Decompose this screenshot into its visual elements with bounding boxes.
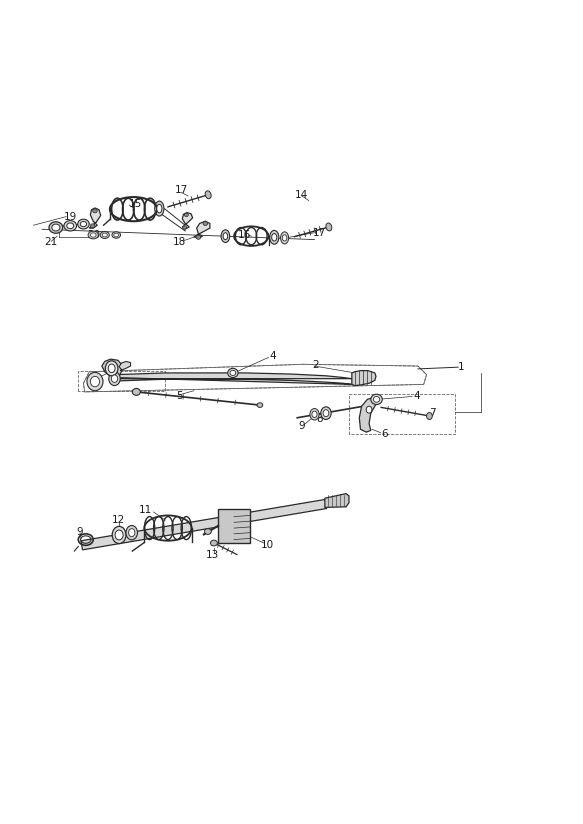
- Ellipse shape: [221, 230, 230, 242]
- Polygon shape: [113, 373, 352, 385]
- Ellipse shape: [282, 235, 287, 241]
- Text: 20: 20: [87, 230, 100, 240]
- Ellipse shape: [78, 219, 89, 229]
- Ellipse shape: [90, 377, 100, 386]
- Ellipse shape: [272, 233, 277, 241]
- Polygon shape: [352, 371, 376, 386]
- Ellipse shape: [88, 231, 99, 239]
- Ellipse shape: [64, 221, 76, 231]
- Text: 17: 17: [312, 227, 326, 237]
- Polygon shape: [102, 359, 122, 379]
- Ellipse shape: [90, 224, 95, 227]
- Ellipse shape: [106, 361, 118, 376]
- Text: 9: 9: [77, 527, 83, 536]
- Text: 16: 16: [238, 230, 251, 240]
- Text: 4: 4: [270, 351, 276, 361]
- Ellipse shape: [280, 232, 289, 244]
- Text: 3: 3: [111, 366, 118, 376]
- Text: 7: 7: [429, 408, 436, 418]
- Text: 1: 1: [458, 363, 465, 372]
- Ellipse shape: [203, 222, 208, 226]
- Polygon shape: [359, 397, 378, 432]
- Polygon shape: [89, 208, 101, 228]
- Ellipse shape: [67, 223, 73, 229]
- Ellipse shape: [129, 529, 135, 536]
- Ellipse shape: [112, 527, 126, 544]
- Ellipse shape: [371, 394, 382, 405]
- Ellipse shape: [366, 406, 372, 413]
- Text: 14: 14: [295, 190, 308, 199]
- Text: 2: 2: [312, 360, 319, 370]
- Ellipse shape: [323, 410, 329, 417]
- Ellipse shape: [126, 526, 138, 540]
- Ellipse shape: [102, 233, 107, 237]
- Polygon shape: [325, 494, 349, 508]
- Polygon shape: [119, 362, 131, 371]
- Ellipse shape: [326, 223, 332, 231]
- Ellipse shape: [184, 213, 188, 217]
- Ellipse shape: [132, 388, 141, 396]
- Text: 4: 4: [413, 391, 420, 401]
- Ellipse shape: [90, 233, 96, 237]
- Ellipse shape: [270, 231, 279, 244]
- Ellipse shape: [49, 222, 63, 233]
- Ellipse shape: [205, 191, 211, 199]
- Ellipse shape: [312, 411, 317, 418]
- Text: 21: 21: [45, 237, 58, 247]
- Text: 12: 12: [111, 515, 125, 525]
- Ellipse shape: [93, 208, 97, 213]
- Text: 15: 15: [129, 199, 142, 209]
- Ellipse shape: [100, 232, 110, 238]
- Ellipse shape: [112, 232, 121, 238]
- Ellipse shape: [111, 375, 118, 382]
- Ellipse shape: [87, 372, 103, 391]
- Text: 10: 10: [261, 541, 274, 550]
- Ellipse shape: [230, 370, 236, 376]
- Ellipse shape: [115, 530, 123, 540]
- Text: 11: 11: [138, 504, 152, 515]
- Ellipse shape: [109, 372, 120, 386]
- Ellipse shape: [196, 236, 201, 239]
- Ellipse shape: [154, 201, 164, 216]
- Text: 9: 9: [298, 421, 305, 431]
- Ellipse shape: [257, 403, 263, 407]
- Polygon shape: [218, 508, 250, 543]
- Polygon shape: [81, 499, 326, 550]
- Ellipse shape: [321, 407, 331, 419]
- Ellipse shape: [373, 396, 380, 402]
- Ellipse shape: [223, 232, 228, 240]
- Polygon shape: [182, 213, 192, 229]
- Ellipse shape: [310, 409, 319, 420]
- Ellipse shape: [210, 541, 217, 545]
- Text: 6: 6: [381, 428, 388, 439]
- Text: 5: 5: [176, 391, 182, 401]
- Ellipse shape: [52, 224, 60, 231]
- Ellipse shape: [114, 233, 118, 236]
- Ellipse shape: [108, 364, 115, 372]
- Text: 8: 8: [316, 414, 322, 424]
- Text: 17: 17: [174, 185, 188, 195]
- Text: 19: 19: [64, 212, 77, 222]
- Ellipse shape: [157, 204, 162, 213]
- Ellipse shape: [80, 222, 87, 227]
- Text: 13: 13: [206, 550, 219, 559]
- Ellipse shape: [427, 413, 432, 419]
- Ellipse shape: [182, 226, 187, 229]
- Text: 18: 18: [173, 236, 186, 247]
- Ellipse shape: [205, 529, 211, 535]
- Ellipse shape: [228, 368, 238, 377]
- Polygon shape: [194, 221, 210, 238]
